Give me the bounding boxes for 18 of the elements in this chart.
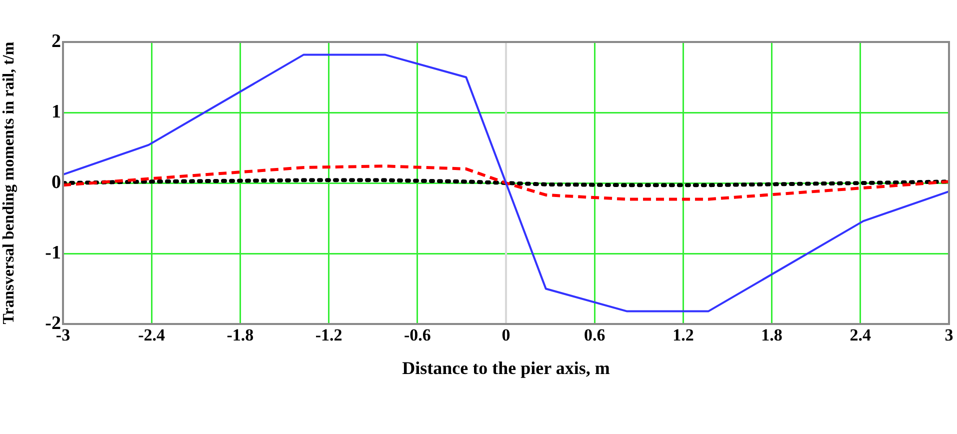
y-tick-label: 2: [52, 30, 61, 52]
x-tick-label: 1.8: [761, 326, 782, 345]
x-tick-label: -0.6: [404, 326, 431, 345]
y-tick-label: -2: [45, 312, 61, 334]
x-tick-label: -1.2: [315, 326, 342, 345]
x-tick-label: 0.6: [584, 326, 606, 345]
y-tick-label: -1: [45, 242, 61, 264]
x-tick-label: 0: [502, 326, 510, 345]
y-tick-label: 0: [52, 172, 61, 193]
x-tick-label: 3: [944, 326, 954, 345]
x-axis-title: Distance to the pier axis, m: [402, 358, 610, 378]
line-series: [63, 164, 949, 201]
y-axis-title: Transversal bending moments in rail, t/m: [0, 41, 18, 324]
x-tick-label: 2.4: [850, 326, 872, 345]
y-tick-label: 1: [52, 101, 61, 122]
x-tick-label: 1.2: [672, 326, 694, 345]
x-tick-label: -2.4: [138, 326, 166, 345]
x-tick-label: -1.8: [226, 326, 254, 345]
